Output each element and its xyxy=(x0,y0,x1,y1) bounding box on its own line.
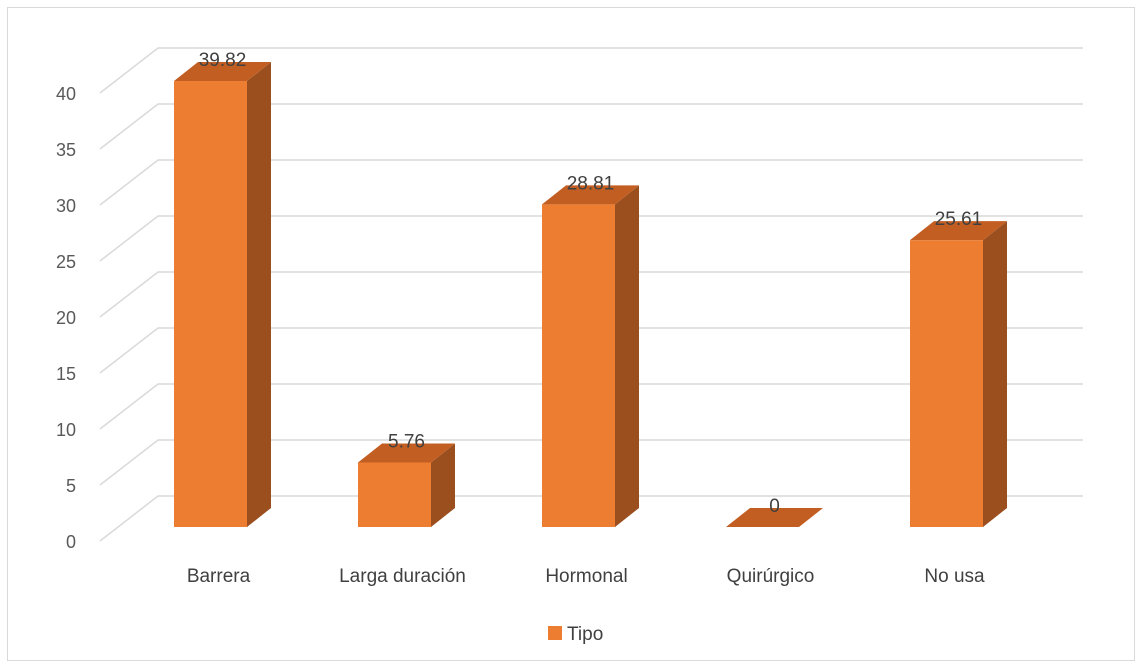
data-label: 0 xyxy=(769,496,780,517)
bar-side xyxy=(247,62,271,528)
bar-2 xyxy=(542,185,639,527)
category-label: Larga duración xyxy=(339,566,466,587)
gridline xyxy=(99,47,1083,94)
data-labels: 39.82 5.76 28.81 0 25.61 xyxy=(199,50,983,517)
gridline xyxy=(99,215,1083,262)
y-tick-label: 5 xyxy=(66,476,76,496)
bar-top xyxy=(726,508,823,527)
bar-top xyxy=(910,221,1007,241)
legend: Tipo xyxy=(548,624,603,645)
bar-front xyxy=(910,240,983,527)
bar-side xyxy=(615,185,639,527)
y-tick-label: 30 xyxy=(56,196,76,216)
gridlines xyxy=(99,47,1083,542)
y-tick-label: 25 xyxy=(56,252,76,272)
gridline xyxy=(99,495,1083,542)
data-label: 25.61 xyxy=(935,209,983,230)
bar-front xyxy=(358,462,431,527)
data-label: 28.81 xyxy=(567,173,615,194)
x-axis-categories: Barrera Larga duración Hormonal Quirúrgico N… xyxy=(187,566,985,587)
bar-1 xyxy=(358,443,455,527)
bars xyxy=(174,62,1007,528)
gridline xyxy=(99,439,1083,486)
gridline xyxy=(99,103,1083,150)
legend-label-tipo: Tipo xyxy=(567,624,603,645)
bar-front xyxy=(542,204,615,527)
legend-swatch-tipo xyxy=(548,626,562,640)
y-axis-ticks: 0 5 10 15 20 25 30 35 40 xyxy=(56,84,76,552)
bar-4 xyxy=(910,221,1007,527)
category-label: Quirúrgico xyxy=(727,566,815,587)
y-tick-label: 35 xyxy=(56,140,76,160)
data-label: 5.76 xyxy=(388,431,425,452)
category-label: No usa xyxy=(924,566,985,587)
bar-3 xyxy=(726,508,823,527)
category-label: Barrera xyxy=(187,566,251,587)
y-tick-label: 0 xyxy=(66,532,76,552)
gridline xyxy=(99,271,1083,318)
bar-side xyxy=(431,443,455,527)
y-tick-label: 15 xyxy=(56,364,76,384)
bar-top xyxy=(542,185,639,205)
gridline xyxy=(99,383,1083,430)
bar-0 xyxy=(174,62,271,528)
category-label: Hormonal xyxy=(545,566,627,587)
gridline xyxy=(99,159,1083,206)
bar-top xyxy=(174,62,271,82)
bar-front xyxy=(174,81,247,528)
data-label: 39.82 xyxy=(199,50,247,71)
bar-top xyxy=(358,443,455,463)
y-tick-label: 20 xyxy=(56,308,76,328)
y-tick-label: 10 xyxy=(56,420,76,440)
y-tick-label: 40 xyxy=(56,84,76,104)
bar-side xyxy=(983,221,1007,527)
gridline xyxy=(99,327,1083,374)
